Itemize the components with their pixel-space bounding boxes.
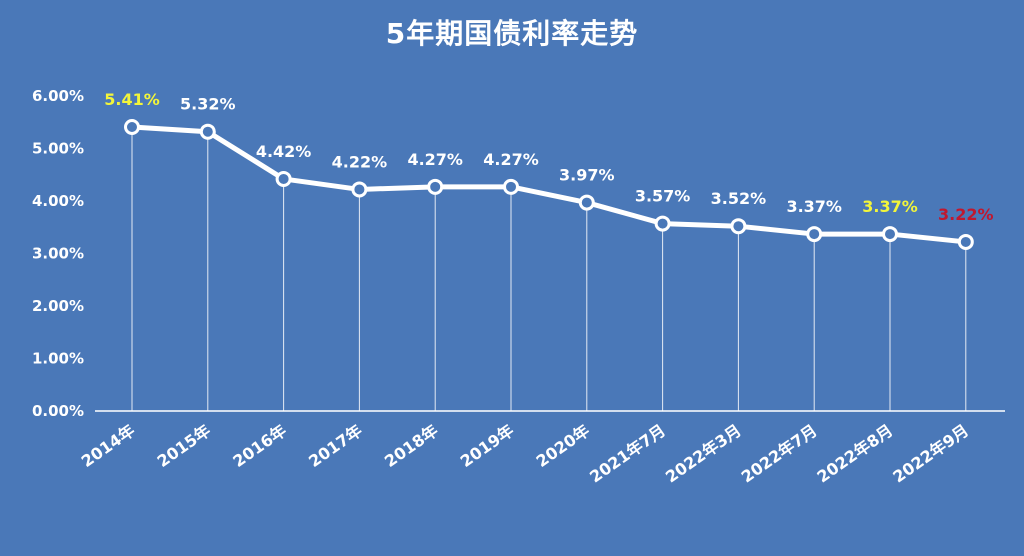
x-tick-label: 2022年9月 [889, 421, 972, 487]
data-label: 3.37% [786, 197, 842, 216]
data-point [275, 170, 292, 187]
data-point [578, 194, 595, 211]
data-point [427, 178, 444, 195]
data-label: 3.57% [635, 187, 691, 206]
data-point [124, 118, 140, 135]
data-point [730, 218, 747, 235]
data-label: 3.37% [862, 197, 918, 216]
data-label: 4.42% [256, 142, 312, 161]
x-tick-label: 2022年3月 [662, 421, 745, 487]
x-tick-label: 2015年 [154, 421, 214, 471]
data-label: 4.27% [483, 150, 539, 169]
data-label: 3.22% [938, 205, 994, 224]
data-point [351, 181, 368, 198]
data-label: 4.27% [407, 150, 463, 169]
x-tick-label: 2017年 [305, 421, 365, 471]
data-label: 5.32% [180, 95, 236, 114]
data-label: 3.97% [559, 166, 615, 185]
x-tick-label: 2020年 [533, 421, 593, 471]
y-tick-label: 0.00% [32, 402, 84, 420]
y-tick-label: 4.00% [32, 192, 84, 210]
data-point [503, 178, 519, 195]
y-tick-label: 1.00% [32, 350, 84, 368]
x-tick-label: 2022年7月 [738, 421, 821, 487]
series-line [129, 124, 969, 245]
x-tick-label: 2019年 [457, 421, 517, 471]
y-tick-label: 3.00% [32, 245, 84, 263]
x-tick-label: 2018年 [381, 421, 441, 471]
data-point [654, 215, 671, 232]
y-tick-label: 2.00% [32, 297, 84, 315]
data-label: 5.41% [104, 90, 160, 109]
data-point [199, 123, 216, 140]
y-tick-label: 6.00% [32, 87, 84, 105]
data-label: 4.22% [332, 152, 388, 171]
data-label: 3.52% [711, 189, 767, 208]
x-tick-label: 2014年 [78, 421, 138, 471]
chart-title: 5年期国债利率走势 [385, 17, 639, 50]
data-point [882, 226, 898, 243]
data-point [957, 233, 974, 250]
x-tick-label: 2022年8月 [814, 421, 897, 487]
x-tick-label: 2016年 [229, 421, 289, 471]
data-point [806, 226, 823, 243]
x-tick-label: 2021年7月 [586, 421, 669, 487]
y-tick-label: 5.00% [32, 140, 84, 158]
